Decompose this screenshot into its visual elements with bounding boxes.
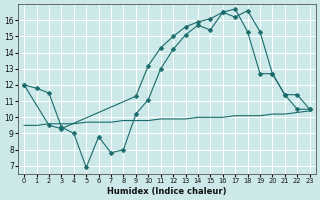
X-axis label: Humidex (Indice chaleur): Humidex (Indice chaleur)	[107, 187, 227, 196]
